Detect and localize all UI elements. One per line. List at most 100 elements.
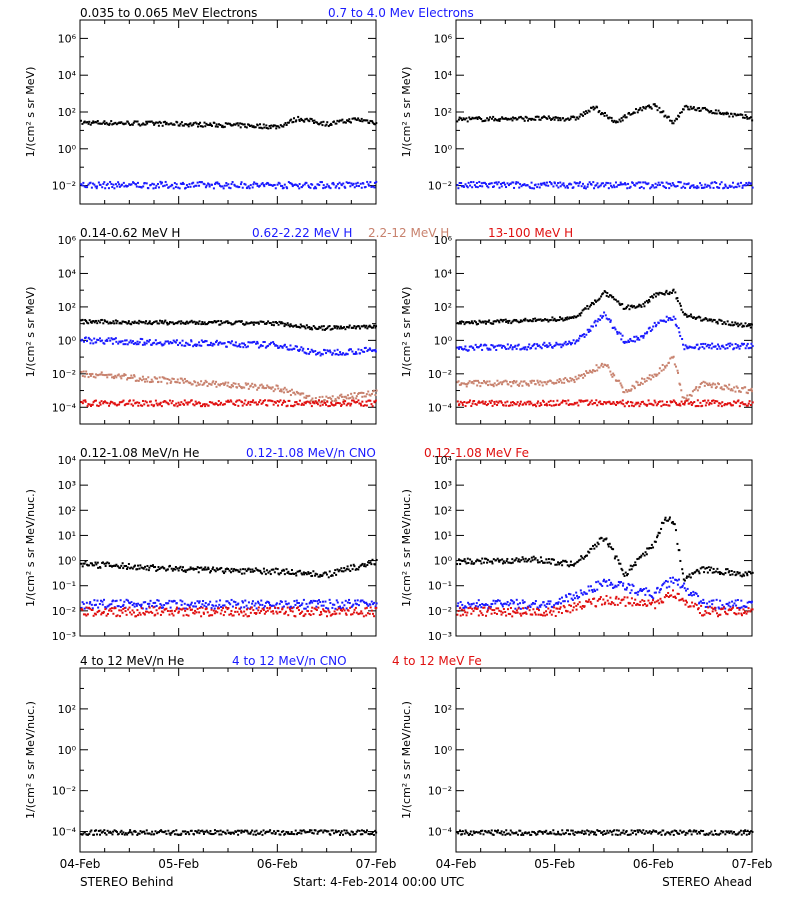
data-point-blue [119,599,122,602]
data-point-red [261,607,264,610]
data-point-tan [664,366,667,369]
data-point-blue [661,181,664,184]
data-point-blue [607,318,610,321]
data-point-black [97,319,100,322]
data-point-black [574,562,577,565]
data-point-black [171,123,174,126]
data-point-black [321,124,324,127]
data-point-blue [647,182,650,185]
data-point-red [121,611,124,614]
data-point-black [644,301,647,304]
data-point-black [174,565,177,568]
data-point-tan [154,377,157,380]
data-point-tan [241,386,244,389]
data-point-red [589,600,592,603]
data-point-blue [245,604,248,607]
data-point-tan [363,395,366,398]
data-point-blue [710,347,713,350]
data-point-tan [151,380,154,383]
data-point-black [462,118,465,121]
data-point-black [349,564,352,567]
data-point-blue [527,345,530,348]
data-point-red [227,607,230,610]
data-point-blue [348,348,351,351]
data-point-red [227,399,230,402]
data-point-black [620,303,623,306]
data-point-black [728,323,731,326]
data-point-black [191,321,194,324]
data-point-red [701,614,704,617]
data-point-black [296,325,299,328]
data-point-black [664,516,667,519]
data-point-tan [112,375,115,378]
data-point-blue [631,181,634,184]
data-point-black [230,124,233,127]
data-point-tan [133,375,136,378]
data-point-black [363,565,366,568]
data-point-tan [577,377,580,380]
data-point-blue [572,186,575,189]
data-point-black [597,111,600,114]
data-point-red [505,404,508,407]
data-point-blue [202,599,205,602]
data-point-blue [293,347,296,350]
data-point-red [272,612,275,615]
data-point-black [610,116,613,119]
data-point-red [264,399,267,402]
data-point-red [510,401,513,404]
data-point-black [523,119,526,122]
data-point-black [489,560,492,563]
data-point-red [751,401,754,404]
data-point-black [369,119,372,122]
data-point-black [221,570,224,573]
data-point-black [354,118,357,121]
data-point-black [304,327,307,330]
data-point-red [543,611,546,614]
data-point-red [92,614,95,617]
data-point-red [152,606,155,609]
data-point-tan [330,397,333,400]
data-point-tan [515,380,518,383]
data-point-tan [489,383,492,386]
data-point-black [317,575,320,578]
data-point-red [330,613,333,616]
data-point-blue [540,183,543,186]
data-point-red [143,403,146,406]
data-point-black [524,317,527,320]
data-point-red [546,613,549,616]
data-point-black [575,315,578,318]
data-point-black [202,322,205,325]
data-point-red [569,611,572,614]
data-point-red [84,613,87,616]
data-point-black [366,563,369,566]
data-point-red [276,612,279,615]
data-point-black [279,322,282,325]
y-tick-label: 10⁰ [434,334,453,347]
data-point-blue [357,185,360,188]
data-point-red [559,606,562,609]
data-point-black [666,292,669,295]
data-point-black [375,558,378,561]
data-point-black [215,123,218,126]
data-point-red [674,597,677,600]
data-point-blue [538,344,541,347]
data-point-tan [140,379,143,382]
data-point-black [131,567,134,570]
data-point-blue [220,606,223,609]
data-point-blue [568,340,571,343]
data-point-red [127,608,130,611]
data-point-tan [355,397,358,400]
data-point-red [319,404,322,407]
data-point-blue [598,582,601,585]
data-point-black [103,120,106,123]
data-point-blue [175,602,178,605]
data-point-black [111,565,114,568]
data-point-blue [160,182,163,185]
data-point-blue [653,321,656,324]
data-point-black [192,568,195,571]
data-point-blue [555,184,558,187]
data-point-blue [681,585,684,588]
data-point-tan [285,388,288,391]
data-point-black [134,564,137,567]
data-point-red [306,400,309,403]
